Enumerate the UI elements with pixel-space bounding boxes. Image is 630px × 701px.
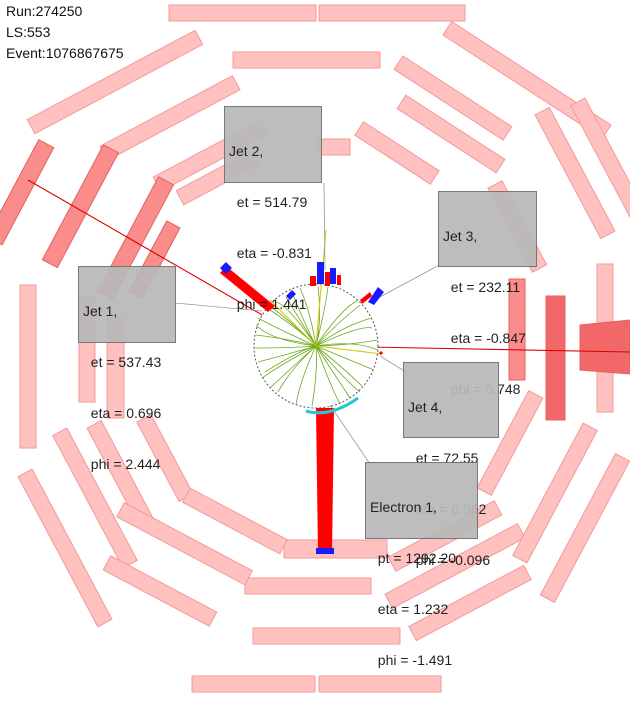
electron-1-label: Electron 1, pt = 1292.20 eta = 1.232 phi… bbox=[365, 462, 478, 668]
run-label: Run:274250 bbox=[6, 3, 83, 19]
jet-4-title: Jet 4, bbox=[408, 399, 443, 415]
jet-1-title: Jet 1, bbox=[83, 303, 118, 319]
jet-2-phi: phi = 1.441 bbox=[229, 296, 307, 312]
jet-1-label: Jet 1, et = 537.43 eta = 0.696 phi = 2.4… bbox=[78, 266, 176, 472]
jet-3-et: et = 232.11 bbox=[443, 279, 521, 295]
jet-axes bbox=[269, 229, 383, 355]
jet-3-eta: eta = -0.847 bbox=[443, 330, 526, 346]
tracks bbox=[254, 285, 379, 407]
jet-4-phi: phi = -0.096 bbox=[408, 552, 491, 568]
jet-4-label: Jet 4, et = 72.55 eta = 0.962 phi = -0.0… bbox=[403, 362, 499, 568]
jet-2-title: Jet 2, bbox=[229, 143, 264, 159]
calo-deposits bbox=[220, 262, 384, 554]
jet-1-et: et = 537.43 bbox=[83, 354, 162, 370]
electron-1-title: Electron 1, bbox=[370, 499, 437, 515]
jet-1-phi: phi = 2.444 bbox=[83, 456, 161, 472]
electron-1-phi: phi = -1.491 bbox=[370, 652, 453, 668]
leader-lines bbox=[174, 182, 446, 465]
electron-1-pt: pt = 1292.20 bbox=[370, 550, 457, 566]
lumi-section-label: LS:553 bbox=[6, 24, 51, 40]
muon-chamber-hits bbox=[0, 139, 630, 421]
jet-2-eta: eta = -0.831 bbox=[229, 245, 312, 261]
jet-2-label: Jet 2, et = 514.79 eta = -0.831 phi = 1.… bbox=[224, 106, 322, 312]
event-number-label: Event:1076867675 bbox=[6, 45, 124, 61]
jet-2-et: et = 514.79 bbox=[229, 194, 308, 210]
electron-1-eta: eta = 1.232 bbox=[370, 601, 449, 617]
jet-3-title: Jet 3, bbox=[443, 228, 478, 244]
muon-chambers bbox=[17, 4, 630, 693]
jet-1-eta: eta = 0.696 bbox=[83, 405, 162, 421]
jet-3-label: Jet 3, et = 232.11 eta = -0.847 phi = 0.… bbox=[438, 191, 537, 397]
